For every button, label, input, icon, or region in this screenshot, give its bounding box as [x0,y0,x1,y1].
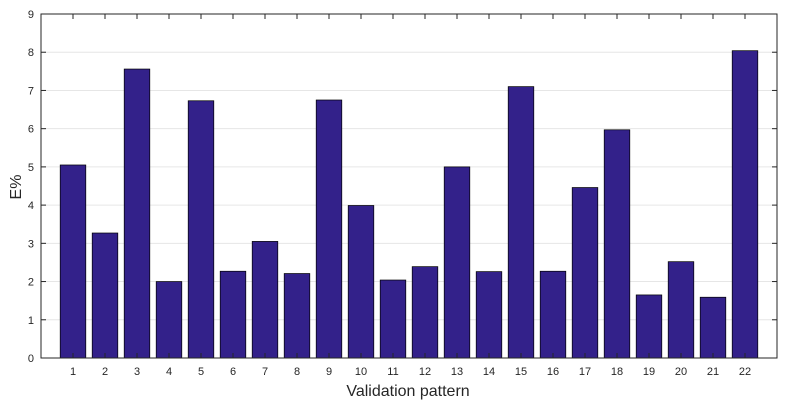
x-tick-label: 8 [294,366,300,378]
y-tick-label: 8 [28,47,34,59]
x-tick-label: 16 [547,366,559,378]
x-tick-label: 19 [643,366,655,378]
x-tick-label: 21 [707,366,719,378]
y-axis-label: E% [8,175,25,200]
y-tick-label: 5 [28,162,34,174]
x-axis-label: Validation pattern [346,383,469,400]
bar [635,294,663,359]
x-tick-label: 10 [355,366,367,378]
y-tick-label: 2 [28,277,34,289]
bar [155,281,183,359]
y-tick-label: 4 [28,200,34,212]
x-tick-label: 20 [675,366,687,378]
bar [731,50,759,359]
bar [187,100,215,359]
x-tick-label: 1 [70,366,76,378]
x-tick-label: 4 [166,366,172,378]
x-tick-label: 17 [579,366,591,378]
x-tick-label: 7 [262,366,268,378]
bar [603,129,631,359]
x-tick-label: 15 [515,366,527,378]
x-tick-label: 3 [134,366,140,378]
bars [59,50,759,359]
y-tick-label: 0 [28,353,34,365]
bar [123,68,151,359]
bar [667,261,695,359]
bar [91,232,119,359]
x-tick-label: 2 [102,366,108,378]
bar [59,164,87,359]
x-tick-label: 12 [419,366,431,378]
bar [571,187,599,359]
y-tick-label: 6 [28,124,34,136]
bar [411,266,439,359]
x-tick-label: 9 [326,366,332,378]
x-tick-label: 6 [230,366,236,378]
bar [379,279,407,359]
x-tick-label: 18 [611,366,623,378]
x-tick-label: 14 [483,366,495,378]
y-tick-label: 7 [28,85,34,97]
bar [475,271,503,359]
bar [251,241,279,359]
bar [219,270,247,359]
bar [315,99,343,359]
x-tick-label: 13 [451,366,463,378]
bar [283,273,311,359]
bar [507,86,535,359]
bar [347,205,375,359]
y-tick-label: 9 [28,9,34,21]
plot-area-frame [40,13,778,359]
y-tick-label: 3 [28,238,34,250]
y-tick-label: 1 [28,315,34,327]
x-tick-label: 5 [198,366,204,378]
x-tick-label: 22 [739,366,751,378]
bar [699,296,727,359]
bar [539,270,567,359]
bar [443,166,471,359]
x-tick-label: 11 [387,366,398,378]
